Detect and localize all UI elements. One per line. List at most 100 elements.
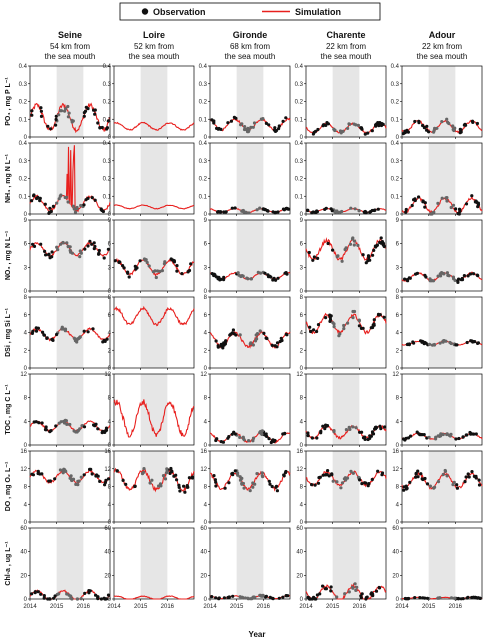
y-tick-label: 4 bbox=[396, 419, 400, 425]
observation-point bbox=[55, 332, 59, 337]
observation-point bbox=[284, 116, 288, 120]
observation-point bbox=[77, 479, 81, 483]
shaded-period bbox=[56, 528, 84, 599]
panel-grid: PO₄ , mg P L⁻¹00.10.20.30.400.10.20.30.4… bbox=[5, 64, 483, 610]
observation-point bbox=[445, 199, 449, 203]
observation-point bbox=[451, 275, 455, 279]
observation-point bbox=[233, 469, 237, 473]
observation-point bbox=[59, 193, 63, 197]
observation-point bbox=[94, 474, 98, 478]
y-tick-label: 8 bbox=[300, 485, 304, 491]
observation-point bbox=[39, 592, 43, 596]
observation-point bbox=[323, 427, 327, 431]
shaded-period bbox=[236, 451, 264, 522]
observation-point bbox=[214, 480, 218, 484]
observation-point bbox=[382, 315, 386, 319]
y-tick-label: 4 bbox=[24, 331, 28, 337]
observation-point bbox=[210, 272, 214, 276]
panel: 0 0.1 0.2 0.3 0.4 bbox=[103, 64, 195, 141]
observation-point bbox=[436, 480, 441, 484]
observation-point bbox=[82, 425, 87, 429]
observation-point bbox=[93, 244, 97, 249]
y-tick-label: 0 bbox=[396, 443, 400, 449]
y-tick-label: 2 bbox=[108, 348, 112, 354]
observation-point bbox=[374, 589, 379, 593]
observation-point bbox=[71, 477, 76, 481]
observation-point bbox=[441, 339, 445, 343]
shaded-period bbox=[140, 220, 168, 291]
observation-point bbox=[363, 132, 367, 136]
observation-point bbox=[312, 255, 316, 259]
panel: 0 0.1 0.2 0.3 0.4 bbox=[295, 64, 387, 141]
observation-point bbox=[423, 476, 427, 481]
observation-point bbox=[105, 337, 109, 341]
shaded-period bbox=[56, 297, 84, 368]
observation-point bbox=[169, 257, 173, 261]
observation-point bbox=[274, 485, 278, 489]
observation-point bbox=[47, 210, 52, 214]
observation-point bbox=[437, 434, 442, 438]
observation-point bbox=[248, 342, 252, 346]
observation-point bbox=[43, 202, 47, 206]
shaded-period bbox=[428, 220, 456, 291]
observation-point bbox=[61, 468, 65, 473]
observation-point bbox=[307, 250, 311, 255]
observation-point bbox=[415, 271, 419, 275]
observation-point bbox=[229, 119, 233, 123]
y-tick-label: 40 bbox=[200, 550, 207, 556]
observation-point bbox=[154, 275, 158, 280]
observation-point bbox=[406, 436, 411, 440]
observation-point bbox=[83, 109, 88, 113]
observation-point bbox=[242, 438, 246, 442]
observation-point bbox=[251, 485, 255, 489]
observation-point bbox=[58, 468, 63, 472]
observation-point bbox=[230, 432, 234, 436]
panel: 0 0.1 0.2 0.3 0.4 bbox=[19, 64, 111, 141]
y-tick-label: 0.3 bbox=[19, 82, 28, 88]
y-tick-label: 60 bbox=[20, 526, 27, 532]
observation-point bbox=[224, 210, 228, 214]
observation-point bbox=[69, 474, 73, 478]
observation-point bbox=[83, 247, 87, 251]
observation-point bbox=[477, 483, 482, 487]
y-tick-label: 16 bbox=[20, 449, 27, 455]
observation-point bbox=[231, 473, 235, 477]
observation-point bbox=[432, 342, 436, 347]
observation-point bbox=[87, 589, 91, 593]
observation-point bbox=[233, 432, 237, 436]
observation-point bbox=[432, 486, 436, 490]
observation-point bbox=[367, 256, 371, 260]
observation-point bbox=[378, 424, 382, 428]
observation-point bbox=[403, 438, 407, 442]
observation-point bbox=[279, 336, 283, 340]
observation-point bbox=[324, 424, 328, 428]
shaded-period bbox=[140, 143, 168, 214]
observation-point bbox=[243, 210, 247, 214]
observation-point bbox=[57, 592, 61, 596]
station-name-adour: Adour bbox=[429, 30, 456, 40]
panel: 0 20 40 60 2014 2015 2016 bbox=[392, 526, 483, 610]
observation-point bbox=[245, 130, 250, 134]
observation-point bbox=[377, 585, 381, 590]
observation-point bbox=[246, 597, 250, 601]
observation-point bbox=[436, 274, 440, 278]
y-tick-label: 0 bbox=[300, 289, 304, 295]
panel-frame bbox=[401, 527, 483, 600]
observation-point bbox=[251, 436, 256, 440]
observation-point bbox=[178, 489, 182, 493]
observation-point bbox=[361, 436, 366, 440]
shaded-period bbox=[140, 528, 168, 599]
panel-frame bbox=[305, 527, 387, 600]
observation-point bbox=[30, 199, 34, 203]
observation-point bbox=[404, 207, 408, 212]
y-tick-label: 40 bbox=[296, 550, 303, 556]
observation-point bbox=[355, 585, 359, 589]
y-tick-label: 8 bbox=[24, 295, 28, 301]
y-tick-label: 4 bbox=[24, 419, 28, 425]
observation-point bbox=[231, 328, 235, 332]
observation-point bbox=[276, 210, 280, 214]
observation-point bbox=[113, 259, 117, 263]
observation-point bbox=[32, 420, 36, 424]
observation-point bbox=[430, 279, 434, 283]
observation-point bbox=[247, 211, 251, 215]
